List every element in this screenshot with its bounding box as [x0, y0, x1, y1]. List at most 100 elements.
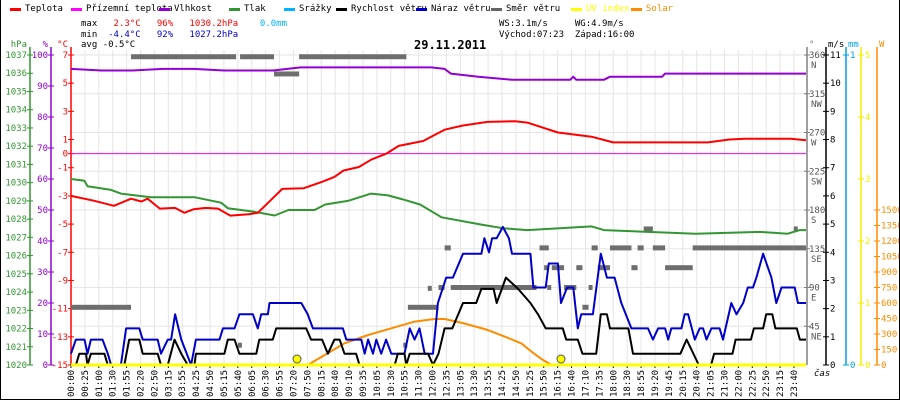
temperature-tick-label: -7 — [57, 248, 68, 258]
x-tick-label: 05:15 — [220, 370, 230, 397]
wind-speed-tick-label: 5 — [830, 220, 835, 230]
wind-stats-row: WS:3.1m/s WG:4.9m/s — [499, 19, 624, 29]
wind-speed-tick-label: 9 — [830, 107, 835, 117]
x-tick-label: 22:50 — [762, 370, 772, 397]
temperature-tick-label: -3 — [57, 192, 68, 202]
wind-speed-max: WS:3.1m/s — [499, 19, 548, 29]
temperature-tick-label: -5 — [57, 220, 68, 230]
pressure-tick-label: 1023 — [5, 306, 27, 316]
x-tick-label: 04:50 — [206, 370, 216, 397]
stats-min-row: min -4.4°C 92% 1027.2hPa — [81, 30, 238, 40]
solar-tick-label: 1350 — [881, 222, 900, 232]
x-tick-label: 06:05 — [248, 370, 258, 397]
humidity-axis-unit: % — [43, 40, 49, 50]
pressure-tick-label: 1032 — [5, 142, 27, 152]
wind-speed-tick-label: 4 — [830, 248, 835, 258]
solar-tick-label: 450 — [881, 315, 897, 325]
wind-speed-tick-label: 2 — [830, 305, 835, 315]
wind-direction-mark — [610, 245, 632, 251]
x-tick-label: 06:55 — [276, 370, 286, 397]
temperature-tick-label: -15 — [52, 361, 68, 371]
pressure-tick-label: 1035 — [5, 87, 27, 97]
wind-direction-mark — [793, 245, 806, 251]
direction-tick-label: 315 — [809, 90, 825, 100]
pressure-tick-label: 1031 — [5, 160, 27, 170]
wind-direction-mark — [299, 54, 407, 60]
pressure-tick-label: 1033 — [5, 124, 27, 134]
humidity-tick-label: 100 — [32, 51, 48, 61]
solar-axis-unit: W — [879, 40, 885, 50]
max-humidity: 96% — [156, 19, 174, 29]
series-line-rychlost-větru — [71, 276, 806, 366]
temperature-tick-label: 7 — [63, 51, 68, 61]
solar-tick-label: 900 — [881, 268, 897, 278]
solar-tick-label: 150 — [881, 346, 897, 356]
legend-item: Směr větru — [491, 4, 560, 14]
x-tick-label: 12:35 — [442, 370, 452, 397]
pressure-tick-label: 1036 — [5, 69, 27, 79]
solar-tick-label: 750 — [881, 284, 897, 294]
x-tick-label: 14:50 — [512, 370, 522, 397]
x-tick-label: 07:20 — [289, 370, 299, 397]
x-tick-label: 17:10 — [581, 370, 591, 397]
pressure-tick-label: 1027 — [5, 233, 27, 243]
compass-label: W — [811, 139, 817, 149]
wind-direction-mark — [643, 226, 653, 232]
min-temp: -4.4°C — [108, 30, 141, 40]
x-tick-label: 13:05 — [456, 370, 466, 397]
x-tick-label: 21:05 — [707, 370, 717, 397]
temperature-tick-label: -13 — [52, 333, 68, 343]
x-tick-label: 23:15 — [776, 370, 786, 397]
sun-marker-icon — [292, 354, 302, 364]
pressure-tick-label: 1026 — [5, 252, 27, 262]
pressure-tick-label: 1020 — [5, 361, 27, 371]
solar-tick-label: 1200 — [881, 237, 900, 247]
humidity-tick-label: 20 — [37, 299, 48, 309]
legend-item: Přízemní teplota — [71, 4, 173, 14]
x-tick-label: 16:40 — [568, 370, 578, 397]
x-tick-label: 01:00 — [95, 370, 105, 397]
uv-tick-label: 4 — [865, 113, 870, 123]
legend-label: UV index — [586, 4, 630, 14]
x-tick-label: 18:00 — [609, 370, 619, 397]
humidity-tick-label: 0 — [43, 361, 48, 371]
legend-label: Směr větru — [506, 4, 561, 14]
humidity-tick-label: 10 — [37, 330, 48, 340]
legend-swatch — [71, 7, 82, 11]
wind-speed-tick-label: 0 — [830, 361, 835, 371]
legend-label: Teplota — [25, 4, 63, 14]
direction-tick-label: 360 — [809, 51, 825, 61]
wind-direction-mark — [591, 245, 598, 251]
legend-swatch — [284, 7, 295, 11]
wind-direction-mark — [652, 245, 666, 251]
legend-item: Tlak — [229, 4, 266, 14]
wind-direction-mark — [237, 342, 242, 348]
wind-direction-mark — [637, 245, 644, 251]
rain-tick-label: 0 — [850, 361, 855, 371]
uv-tick-label: 2 — [865, 237, 870, 247]
legend-label: Náraz větru — [431, 4, 491, 14]
x-tick-label: 02:50 — [150, 370, 160, 397]
wind-direction-mark — [240, 54, 275, 60]
pressure-tick-label: 1025 — [5, 270, 27, 280]
wind-direction-mark — [407, 304, 439, 310]
uv-tick-label: 0 — [865, 361, 870, 371]
pressure-tick-label: 1028 — [5, 215, 27, 225]
wind-direction-mark — [539, 245, 549, 251]
x-tick-label: 04:25 — [192, 370, 202, 397]
x-tick-label: 18:30 — [623, 370, 633, 397]
pressure-tick-label: 1034 — [5, 106, 27, 116]
pressure-tick-label: 1030 — [5, 179, 27, 189]
legend-item: Teplota — [10, 4, 63, 14]
x-tick-label: 03:55 — [178, 370, 188, 397]
sunset: Západ:16:00 — [574, 30, 635, 40]
compass-label: NE — [811, 332, 822, 342]
wind-direction-mark — [576, 265, 583, 271]
direction-tick-label: 225 — [809, 167, 825, 177]
humidity-tick-label: 80 — [37, 113, 48, 123]
legend-swatch — [159, 7, 170, 11]
uv-tick-label: 3 — [865, 175, 870, 185]
temperature-axis-unit: °C — [57, 40, 68, 50]
legend-swatch — [571, 7, 582, 11]
